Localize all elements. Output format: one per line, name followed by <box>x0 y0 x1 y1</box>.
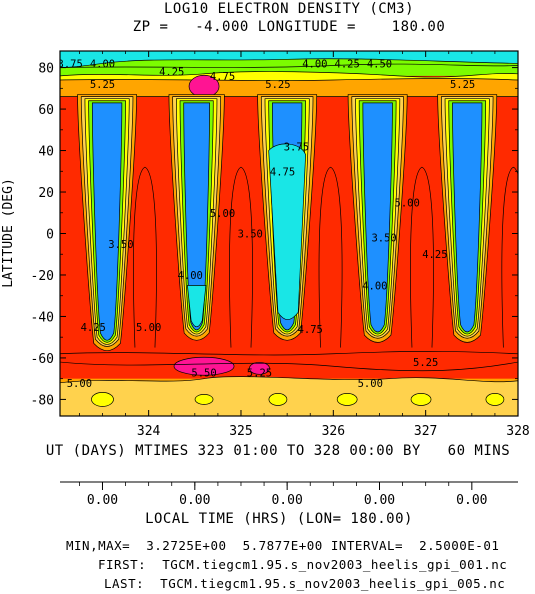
minmax-line: MIN,MAX= 3.2725E+00 5.7877E+00 INTERVAL=… <box>66 538 500 553</box>
band-north-cyan <box>60 51 518 68</box>
ridge-1 <box>229 166 253 348</box>
contour-label: 5.00 <box>395 197 420 209</box>
contour-lines <box>60 63 518 372</box>
contour-label: 5.00 <box>210 208 235 220</box>
x-axis-label: UT (DAYS) MTIMES 323 01:00 TO 328 00:00 … <box>45 443 511 459</box>
y-tick-label: 80 <box>38 62 54 77</box>
column-2-cyan <box>268 143 306 320</box>
lt-tick-label: 0.00 <box>179 493 210 508</box>
y-tick-label: -60 <box>31 352 54 367</box>
y-tick-label: 60 <box>38 103 54 118</box>
y-tick-label: -20 <box>31 269 54 284</box>
ridge-0 <box>133 166 157 348</box>
column-1-cyan <box>187 284 207 328</box>
y-axis-ticks: -80 -60 -40 -20 0 20 40 60 80 <box>31 62 518 408</box>
blob-south-3 <box>336 393 358 406</box>
spot-south-pink <box>173 356 235 376</box>
contour-label: 4.75 <box>298 324 323 336</box>
contour-label: 5.50 <box>191 367 216 379</box>
contour-labels: 3.75 4.00 4.25 4.75 4.00 4.25 4.50 5.25 5.25 5.25… <box>58 58 475 390</box>
local-time-axis: 0.00 0.00 0.00 0.00 0.00 <box>60 481 518 508</box>
band-south-outer <box>60 376 518 416</box>
blob-south-2 <box>268 393 288 406</box>
contour-label: 4.75 <box>270 166 295 178</box>
chart-title: LOG10 ELECTRON DENSITY (CM3) <box>163 1 415 17</box>
y-tick-label: -80 <box>31 393 54 408</box>
contour-label: 5.00 <box>358 378 383 390</box>
lt-tick-label: 0.00 <box>271 493 302 508</box>
y-tick-label: 40 <box>38 145 54 160</box>
contour-label: 3.75 <box>284 141 309 153</box>
north-contour-1 <box>60 63 518 68</box>
contour-label: 4.25 <box>159 67 184 79</box>
contour-label: 3.50 <box>371 233 396 245</box>
contour-label: 4.25 <box>422 249 447 261</box>
contour-label: 3.75 <box>58 58 83 70</box>
column-1-band-4 <box>183 102 210 331</box>
ridge-4 <box>501 166 518 348</box>
y-tick-label: 20 <box>38 186 54 201</box>
contour-label: 4.00 <box>178 270 203 282</box>
contour-label: 4.25 <box>81 322 106 334</box>
contour-label: 5.25 <box>90 79 115 91</box>
blob-south-4 <box>410 393 432 406</box>
y-tick-label: 0 <box>46 228 54 243</box>
band-north-orange <box>60 78 518 97</box>
contour-label: 5.00 <box>136 322 161 334</box>
x-tick-label: 327 <box>414 424 437 439</box>
x-tick-label: 324 <box>137 424 161 439</box>
y-tick-label: -40 <box>31 310 54 325</box>
contour-label: 5.00 <box>67 378 92 390</box>
column-4-band-4 <box>452 102 483 333</box>
contour-label: 4.00 <box>362 280 387 292</box>
contour-label: 4.50 <box>367 58 392 70</box>
last-file-line: LAST: TGCM.tiegcm1.95.s_nov2003_heelis_g… <box>104 576 506 591</box>
contour-label: 3.50 <box>108 239 133 251</box>
contour-label: 5.25 <box>450 79 475 91</box>
chart-subtitle: ZP = -4.000 LONGITUDE = 180.00 <box>132 19 446 35</box>
first-file-line: FIRST: TGCM.tiegcm1.95.s_nov2003_heelis_… <box>98 557 508 572</box>
south-contour-1 <box>60 351 518 356</box>
x-axis-ticks: 324 325 326 327 328 <box>78 51 530 439</box>
column-3-band-4 <box>362 102 393 333</box>
x-tick-label: 325 <box>229 424 252 439</box>
contour-label: 5.25 <box>413 357 438 369</box>
contour-label: 4.00 <box>302 58 327 70</box>
contour-fills <box>60 51 518 416</box>
local-time-axis-label: LOCAL TIME (HRS) (LON= 180.00) <box>145 511 413 527</box>
lt-tick-label: 0.00 <box>87 493 118 508</box>
spot-south-pink-2 <box>249 361 270 375</box>
blob-south-5 <box>485 393 505 406</box>
ridge-2 <box>318 166 343 348</box>
contour-label: 5.25 <box>265 79 290 91</box>
lt-tick-label: 0.00 <box>456 493 487 508</box>
y-axis-label: LATITUDE (DEG) <box>1 178 16 288</box>
contour-label: 5.25 <box>247 367 272 379</box>
x-tick-label: 328 <box>506 424 529 439</box>
contour-label: 4.25 <box>335 58 360 70</box>
ridge-3 <box>410 166 434 348</box>
x-tick-label: 326 <box>322 424 345 439</box>
contour-label: 3.50 <box>238 229 263 241</box>
blob-south-0 <box>91 392 114 407</box>
blob-south-1 <box>194 394 214 405</box>
contour-label: 4.00 <box>90 58 115 70</box>
contour-label: 4.75 <box>210 71 235 83</box>
south-contour-2 <box>60 361 518 372</box>
lt-tick-label: 0.00 <box>364 493 395 508</box>
column-0-band-4 <box>91 102 123 341</box>
